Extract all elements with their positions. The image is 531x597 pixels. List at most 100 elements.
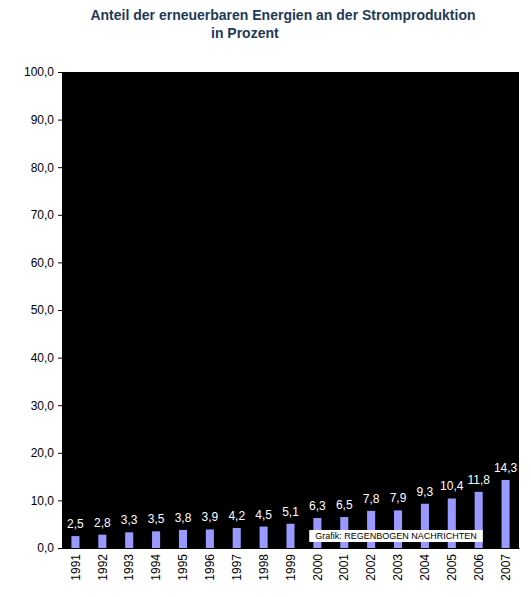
x-tick-label: 1994 — [149, 554, 163, 581]
data-label: 14,3 — [494, 461, 518, 475]
y-tick: 40,0 — [31, 351, 62, 365]
bar — [260, 527, 268, 548]
x-tick-label: 1996 — [203, 554, 217, 581]
y-tick-mark — [58, 548, 62, 549]
data-label: 6,3 — [309, 499, 326, 513]
data-label: 11,8 — [467, 473, 490, 487]
title: in Prozent — [211, 25, 279, 41]
y-tick-mark — [58, 405, 62, 406]
y-tick-label: 90,0 — [31, 113, 55, 127]
bar — [98, 535, 106, 548]
x-tick-label: 1992 — [96, 554, 110, 581]
y-tick-mark — [58, 358, 62, 359]
x-tick: 1999 — [284, 554, 298, 581]
x-tick: 1994 — [149, 554, 163, 581]
x-tick-label: 1997 — [230, 554, 244, 581]
y-tick-label: 70,0 — [31, 208, 55, 222]
title: Anteil der erneuerbaren Energien an der … — [90, 7, 475, 23]
x-tick-label: 1991 — [69, 554, 83, 581]
y-tick-label: 60,0 — [31, 256, 55, 270]
y-tick: 70,0 — [31, 208, 62, 222]
x-tick: 2003 — [391, 554, 405, 581]
x-tick: 2006 — [472, 554, 486, 581]
y-tick: 90,0 — [31, 113, 62, 127]
x-tick-label: 2006 — [472, 554, 486, 581]
y-tick-label: 0,0 — [37, 541, 54, 555]
data-label: 9,3 — [417, 485, 434, 499]
y-tick-mark — [58, 310, 62, 311]
x-tick-label: 1993 — [122, 554, 136, 581]
y-tick-mark — [58, 72, 62, 73]
x-tick-label: 1999 — [284, 554, 298, 581]
y-tick-mark — [58, 453, 62, 454]
data-label: 3,5 — [148, 512, 165, 526]
data-labels: 2,52,83,33,53,83,94,24,55,16,36,57,87,99… — [67, 461, 517, 531]
bar — [125, 532, 133, 548]
y-tick-label: 40,0 — [31, 351, 55, 365]
bar — [152, 531, 160, 548]
x-tick-label: 2000 — [311, 554, 325, 581]
data-label: 2,8 — [94, 516, 111, 530]
x-tick-label: 1998 — [257, 554, 271, 581]
y-axis-line — [58, 73, 63, 549]
data-label: 3,8 — [175, 511, 192, 525]
data-label: 3,9 — [202, 510, 219, 524]
y-tick-mark — [58, 500, 62, 501]
y-tick: 20,0 — [31, 446, 62, 460]
y-tick-label: 20,0 — [31, 446, 55, 460]
bar — [367, 511, 375, 548]
y-tick: 100,0 — [24, 65, 62, 79]
y-tick-label: 80,0 — [31, 161, 55, 175]
x-tick-label: 2002 — [364, 554, 378, 581]
x-tick-label: 2001 — [337, 554, 351, 581]
y-tick: 10,0 — [31, 494, 62, 508]
x-tick: 1996 — [203, 554, 217, 581]
y-tick-label: 10,0 — [31, 494, 55, 508]
bar — [394, 510, 402, 548]
x-tick-label: 2004 — [418, 554, 432, 581]
x-tick: 2001 — [337, 554, 351, 581]
y-tick: 80,0 — [31, 161, 62, 175]
x-axis-line — [63, 548, 520, 549]
chart: Anteil der erneuerbaren Energien an der … — [0, 0, 531, 597]
x-tick: 1995 — [176, 554, 190, 581]
y-tick-mark — [58, 215, 62, 216]
data-label: 6,5 — [336, 498, 353, 512]
x-tick: 2005 — [445, 554, 459, 581]
data-label: 5,1 — [282, 505, 299, 519]
annotation-box: Grafik: REGENBOGEN NACHRICHTEN — [309, 530, 483, 542]
bar — [179, 530, 187, 548]
y-tick: 50,0 — [31, 303, 62, 317]
y-tick: 0,0 — [37, 541, 62, 555]
y-tick: 30,0 — [31, 399, 62, 413]
x-tick: 1997 — [230, 554, 244, 581]
bar — [206, 529, 214, 548]
y-tick: 60,0 — [31, 256, 62, 270]
data-label: 3,3 — [121, 513, 138, 527]
x-tick: 2004 — [418, 554, 432, 581]
bar — [71, 536, 79, 548]
plot-background — [62, 72, 519, 548]
data-label: 4,5 — [255, 508, 272, 522]
annotation-background — [309, 530, 483, 542]
x-axis: 1991 1992 1993 1994 1995 1996 1997 1998 1999 2000… — [63, 549, 520, 581]
bar — [233, 528, 241, 548]
y-tick-mark — [58, 262, 62, 263]
y-tick-mark — [58, 120, 62, 121]
x-tick-label: 1995 — [176, 554, 190, 581]
y-tick-label: 30,0 — [31, 399, 55, 413]
data-label: 4,2 — [228, 509, 245, 523]
x-tick: 2002 — [364, 554, 378, 581]
data-label: 7,9 — [390, 491, 407, 505]
y-tick-mark — [58, 167, 62, 168]
annotation: Grafik: REGENBOGEN NACHRICHTEN — [315, 531, 477, 541]
data-label: 2,5 — [67, 517, 84, 531]
data-label: 10,4 — [440, 479, 464, 493]
x-tick: 1992 — [96, 554, 110, 581]
bar — [286, 524, 294, 548]
x-tick: 2000 — [311, 554, 325, 581]
x-tick: 1998 — [257, 554, 271, 581]
x-tick-label: 2005 — [445, 554, 459, 581]
y-axis: 0,0 10,0 20,0 30,0 40,0 50,0 60,0 70,0 80,0 90,0 1… — [24, 65, 63, 555]
x-tick: 2007 — [499, 554, 513, 581]
